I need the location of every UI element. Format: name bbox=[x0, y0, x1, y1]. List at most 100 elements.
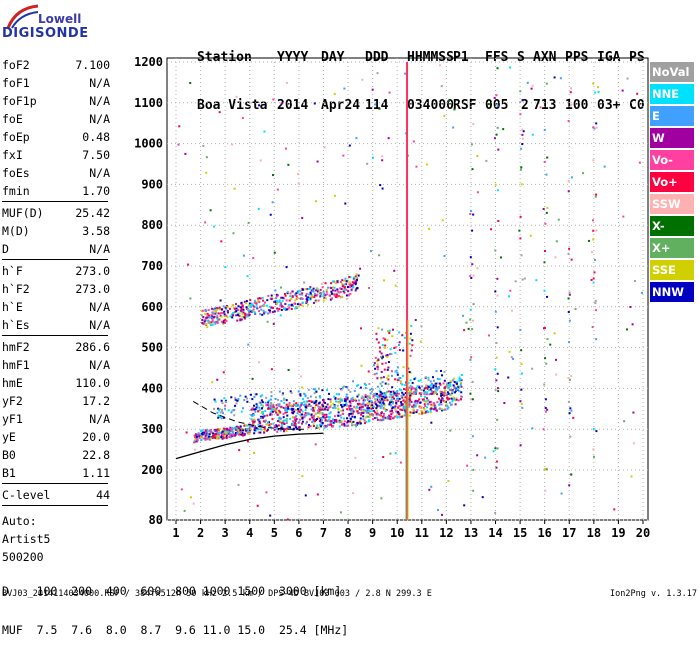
trace-point bbox=[458, 376, 461, 379]
hop-point bbox=[268, 311, 271, 314]
trace-point bbox=[261, 411, 264, 414]
trace-point bbox=[319, 425, 322, 428]
trace-point bbox=[451, 400, 454, 403]
trace-point bbox=[292, 400, 295, 403]
hop-point bbox=[209, 323, 212, 326]
noise-point bbox=[570, 409, 573, 412]
trace-point bbox=[358, 399, 361, 402]
distance-row: D 100 200 400 600 800 1000 1500 3000 [km… bbox=[2, 584, 342, 598]
trace-point bbox=[433, 407, 436, 410]
trace-point bbox=[444, 393, 447, 396]
trace-point bbox=[399, 408, 402, 411]
trace-point bbox=[428, 401, 431, 404]
trace-point bbox=[229, 434, 232, 437]
trace-point bbox=[235, 425, 238, 428]
noise-point bbox=[546, 295, 549, 298]
trace-point bbox=[394, 408, 397, 411]
trace-point bbox=[278, 403, 281, 406]
hop-point bbox=[351, 284, 354, 287]
noise-point bbox=[247, 343, 250, 346]
trace-point bbox=[362, 415, 365, 418]
noise-point bbox=[574, 308, 577, 311]
noise-point bbox=[596, 86, 599, 89]
trace-point bbox=[435, 382, 438, 385]
hop-point bbox=[231, 316, 234, 319]
trace-point bbox=[378, 401, 381, 404]
trace-point bbox=[193, 434, 196, 437]
trace-point bbox=[399, 377, 402, 380]
noise-point bbox=[509, 66, 512, 69]
trace-point bbox=[460, 381, 463, 384]
trace-point bbox=[389, 399, 392, 402]
trace-point bbox=[388, 414, 391, 417]
noise-point bbox=[518, 229, 521, 232]
trace-point bbox=[194, 438, 197, 441]
trace-point bbox=[224, 407, 227, 410]
trace-point bbox=[239, 425, 242, 428]
noise-point bbox=[235, 95, 238, 98]
trace-point bbox=[361, 411, 364, 414]
hop-point bbox=[285, 299, 288, 302]
trace-point bbox=[346, 396, 349, 399]
hop-point bbox=[245, 313, 248, 316]
trace-point bbox=[398, 413, 401, 416]
noise-point bbox=[543, 160, 546, 163]
hop-point bbox=[343, 286, 346, 289]
hop-point bbox=[241, 312, 244, 315]
trace-point bbox=[275, 409, 278, 412]
noise-point bbox=[499, 256, 502, 259]
hop-point bbox=[254, 312, 257, 315]
trace-point bbox=[364, 387, 367, 390]
trace-point bbox=[294, 419, 297, 422]
noise-point bbox=[521, 278, 524, 281]
x-tick-label: 16 bbox=[537, 526, 551, 540]
trace-point bbox=[216, 435, 219, 438]
trace-point bbox=[217, 414, 220, 417]
hop-point bbox=[334, 294, 337, 297]
trace-point bbox=[236, 399, 239, 402]
param-value: N/A bbox=[89, 412, 110, 426]
hop-point bbox=[293, 302, 296, 305]
divider bbox=[2, 201, 108, 202]
hop-point bbox=[214, 320, 217, 323]
hop-point bbox=[352, 276, 355, 279]
trace-point bbox=[193, 439, 196, 442]
noise-point bbox=[496, 294, 499, 297]
noise-point bbox=[592, 455, 595, 458]
trace-point bbox=[208, 438, 211, 441]
trace-point bbox=[417, 379, 420, 382]
y-tick-label: 700 bbox=[141, 259, 163, 273]
trace-point bbox=[324, 416, 327, 419]
trace-point bbox=[329, 423, 332, 426]
trace-point bbox=[442, 408, 445, 411]
param-name: hmF2 bbox=[2, 340, 30, 354]
trace-point bbox=[432, 384, 435, 387]
hop-point bbox=[247, 308, 250, 311]
trace-point bbox=[269, 407, 272, 410]
hop-point bbox=[338, 291, 341, 294]
trace-point bbox=[225, 435, 228, 438]
hop-point bbox=[228, 307, 231, 310]
trace-point bbox=[361, 405, 364, 408]
trace-point bbox=[402, 414, 405, 417]
trace-point bbox=[368, 395, 371, 398]
hop-point bbox=[211, 319, 214, 322]
trace-point bbox=[382, 396, 385, 399]
trace-point bbox=[321, 403, 324, 406]
trace-point bbox=[445, 383, 448, 386]
noise-point bbox=[521, 133, 524, 136]
trace-point bbox=[195, 439, 198, 442]
trace-point bbox=[287, 407, 290, 410]
trace-point bbox=[359, 417, 362, 420]
noise-point bbox=[595, 338, 598, 341]
trace-point bbox=[315, 424, 318, 427]
noise-point bbox=[272, 322, 275, 325]
noise-point bbox=[487, 103, 490, 106]
trace-point bbox=[301, 410, 304, 413]
spread-point bbox=[381, 356, 384, 359]
trace-point bbox=[420, 391, 423, 394]
trace-point bbox=[340, 405, 343, 408]
trace-point bbox=[297, 421, 300, 424]
trace-point bbox=[337, 408, 340, 411]
trace-point bbox=[393, 393, 396, 396]
